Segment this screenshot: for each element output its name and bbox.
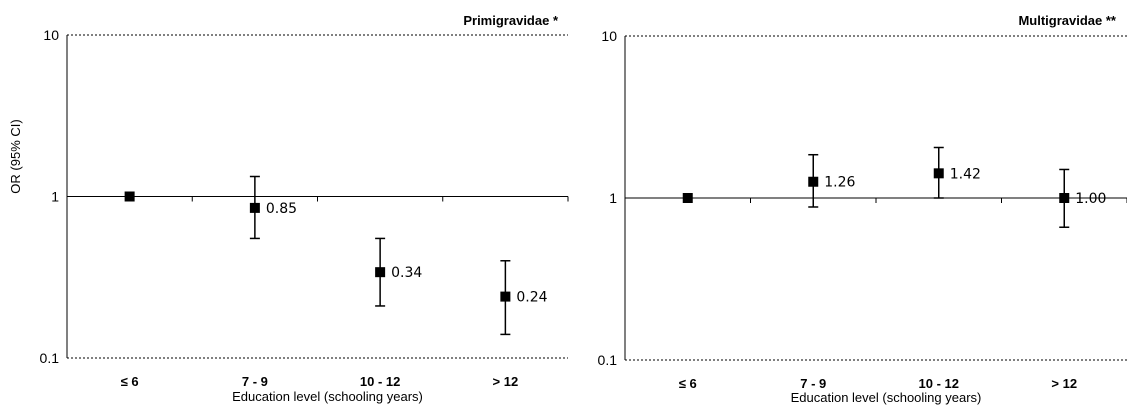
y-tick-label: 10 <box>601 28 617 44</box>
x-tick-label: ≤ 6 <box>679 376 697 391</box>
y-tick-label: 0.1 <box>40 350 60 366</box>
y-tick-label: 0.1 <box>598 352 618 368</box>
data-point <box>933 168 944 179</box>
x-tick-label: > 12 <box>493 374 519 389</box>
x-axis-label: Education level (schooling years) <box>232 389 423 404</box>
data-label: 0.85 <box>266 201 297 217</box>
y-tick-label: 1 <box>609 190 617 206</box>
x-tick-label: 7 - 9 <box>800 376 826 391</box>
data-point <box>249 202 260 213</box>
y-tick-label: 10 <box>43 27 59 43</box>
x-tick-label: 7 - 9 <box>242 374 268 389</box>
x-tick-label: > 12 <box>1051 376 1077 391</box>
data-point <box>124 191 135 202</box>
chart-panel-primigravidae: 0.1 1 10 ≤ 6 7 - 9 10 - 12 > 12 Education level… <box>8 13 569 404</box>
data-point <box>1059 193 1070 203</box>
x-axis-label: Education level (schooling years) <box>791 390 982 405</box>
data-label: 1.26 <box>824 175 855 191</box>
data-label: 1.00 <box>1075 191 1106 207</box>
x-tick-label: 10 - 12 <box>360 374 400 389</box>
data-label: 0.34 <box>391 265 422 281</box>
x-tick-label: ≤ 6 <box>121 374 139 389</box>
data-label: 1.42 <box>950 166 981 182</box>
data-label: 0.24 <box>516 290 547 306</box>
data-point <box>375 267 386 278</box>
chart-title: Primigravidae * <box>463 13 559 28</box>
data-point <box>682 193 693 203</box>
data-point <box>500 291 511 302</box>
chart-title: Multigravidae ** <box>1018 13 1116 28</box>
chart-panel-multigravidae: 0.1 1 10 ≤ 6 7 - 9 10 - 12 > 12 Education level… <box>598 13 1127 405</box>
y-axis-label: OR (95% CI) <box>8 119 23 193</box>
x-tick-label: 10 - 12 <box>919 376 959 391</box>
y-tick-label: 1 <box>51 189 59 205</box>
data-point <box>808 176 819 187</box>
